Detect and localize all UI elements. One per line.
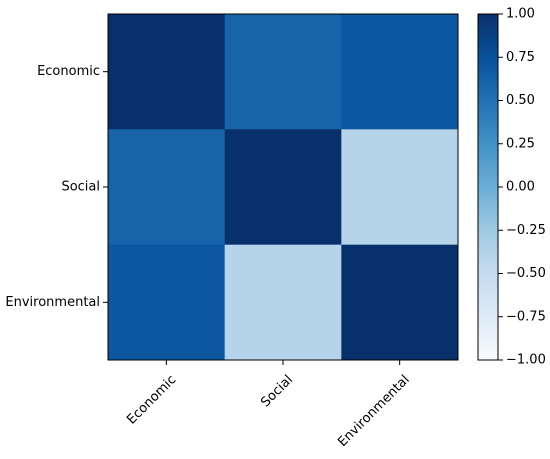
colorbar-tick-label: −0.50: [506, 266, 546, 281]
heatmap-cell: [341, 244, 459, 361]
x-tick-label: Social: [258, 372, 296, 410]
x-tick-label: Environmental: [335, 372, 412, 449]
colorbar-ticks: 1.00 0.75 0.50 0.25 0.00 −0.25 −0.50 −0.75 −1.00: [498, 7, 546, 368]
colorbar-tick-label: 0.50: [506, 93, 535, 108]
colorbar-tick-label: 0.25: [506, 136, 535, 151]
y-tick-label: Economic: [37, 64, 100, 79]
y-tick-label: Social: [61, 180, 100, 195]
y-tick-label: Environmental: [5, 295, 100, 310]
heatmap-cell: [341, 129, 459, 246]
colorbar-tick-label: 1.00: [506, 7, 535, 22]
colorbar-tick-label: −0.75: [506, 309, 546, 324]
colorbar-tick-label: −0.25: [506, 223, 546, 238]
heatmap-cell: [224, 129, 342, 246]
colorbar-tick-label: 0.00: [506, 180, 535, 195]
colorbar-gradient: [478, 14, 498, 360]
colorbar-tick-label: 0.75: [506, 50, 535, 65]
heatmap-cell: [108, 244, 226, 361]
colorbar-tick-label: −1.00: [506, 353, 546, 368]
heatmap-cell: [224, 14, 342, 130]
x-tick-label: Economic: [124, 372, 179, 427]
heatmap-cells: [108, 14, 459, 361]
y-axis: Economic Social Environmental: [5, 64, 108, 310]
heatmap-cell: [224, 244, 342, 361]
colorbar: 1.00 0.75 0.50 0.25 0.00 −0.25 −0.50 −0.75 −1.00: [477, 7, 546, 368]
heatmap-cell: [108, 129, 226, 246]
heatmap-cell: [341, 14, 459, 130]
x-axis: Economic Social Environmental: [124, 360, 413, 450]
heatmap-cell: [108, 14, 226, 130]
